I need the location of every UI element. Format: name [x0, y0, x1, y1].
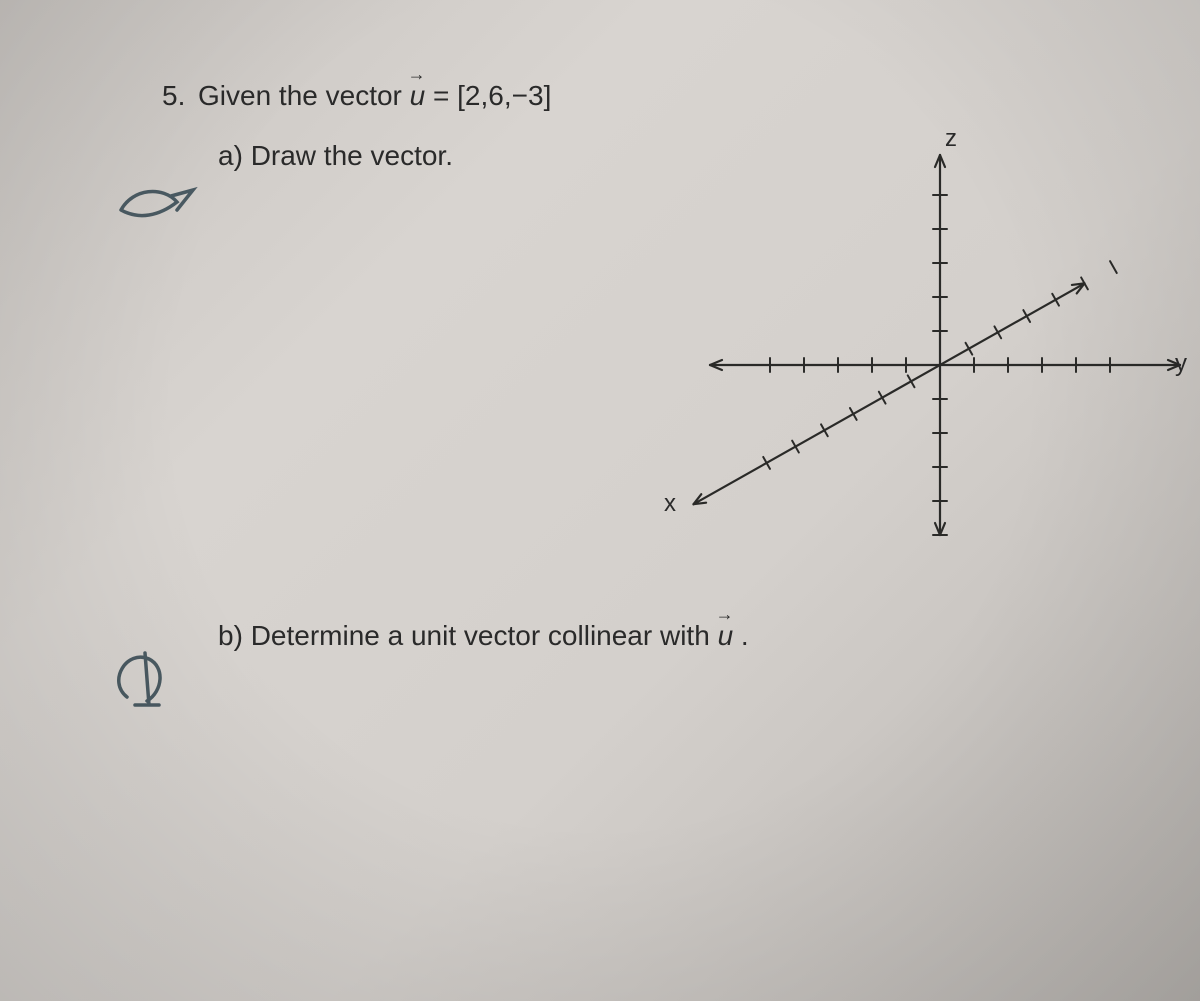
equals-sign: = — [425, 80, 457, 111]
axis-label-y: y — [1175, 350, 1187, 378]
part-b-label: b) — [218, 620, 243, 651]
question-number: 5. — [162, 80, 185, 112]
worksheet-page: 5. Given the vector u = [2,6,−3] a) Draw… — [0, 0, 1200, 1001]
vector-value: [2,6,−3] — [457, 80, 551, 111]
part-b-suffix: . — [733, 620, 749, 651]
handwriting-mark-b — [105, 645, 195, 735]
question-stem: Given the vector u = [2,6,−3] — [198, 80, 551, 112]
axis-label-x: x — [664, 490, 676, 518]
vector-symbol-u-b: u — [718, 620, 734, 651]
part-b: b) Determine a unit vector collinear wit… — [218, 620, 749, 652]
stem-prefix: Given the vector — [198, 80, 410, 111]
vector-symbol-u: u — [410, 80, 426, 111]
coordinate-axes-3d: z y x — [650, 130, 1190, 550]
part-b-prefix: Determine a unit vector collinear with — [251, 620, 718, 651]
handwriting-mark-a — [115, 180, 215, 250]
axis-label-z: z — [945, 125, 957, 153]
axes-svg — [650, 130, 1190, 550]
part-a: a) Draw the vector. — [218, 140, 453, 172]
part-a-text: Draw the vector. — [251, 140, 453, 171]
part-a-label: a) — [218, 140, 243, 171]
